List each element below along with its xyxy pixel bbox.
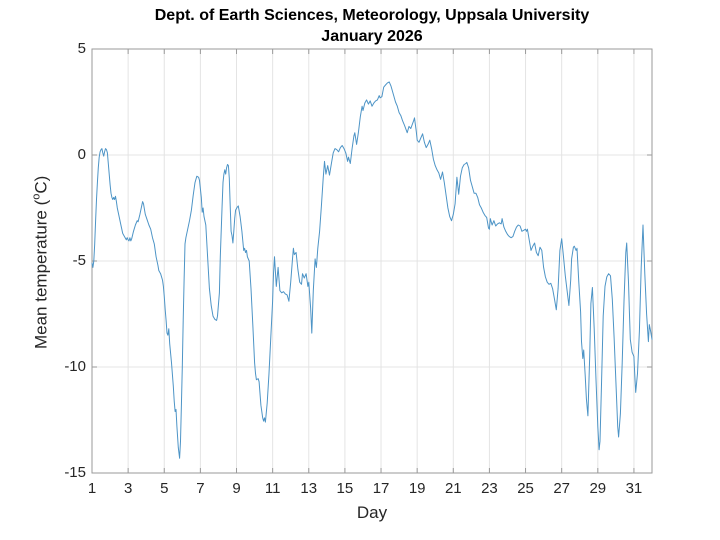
y-axis-label: Mean temperature (oC) bbox=[31, 82, 52, 442]
y-tick-label: 5 bbox=[77, 40, 86, 57]
temperature-series-line bbox=[91, 81, 653, 459]
y-tick-label: 0 bbox=[77, 146, 86, 163]
x-tick-label: 3 bbox=[123, 480, 133, 497]
y-tick-label: -10 bbox=[64, 358, 86, 375]
x-tick-label: 19 bbox=[408, 480, 426, 497]
x-tick-label: 7 bbox=[196, 480, 205, 497]
x-tick-label: 9 bbox=[232, 480, 241, 497]
y-axis-label-superscript: o bbox=[30, 193, 43, 200]
x-tick-label: 29 bbox=[589, 480, 607, 497]
x-tick-label: 21 bbox=[444, 480, 462, 497]
x-tick-label: 25 bbox=[517, 480, 534, 497]
y-tick-label: -5 bbox=[72, 252, 86, 269]
x-tick-label: 23 bbox=[481, 480, 498, 497]
x-tick-label: 11 bbox=[264, 480, 281, 497]
x-tick-label: 31 bbox=[625, 480, 643, 497]
x-tick-label: 15 bbox=[336, 480, 354, 497]
y-tick-label: -15 bbox=[64, 464, 86, 481]
y-axis-label-suffix: C) bbox=[31, 175, 51, 194]
x-tick-label: 5 bbox=[160, 480, 169, 497]
x-tick-label: 27 bbox=[553, 480, 571, 497]
x-tick-label: 17 bbox=[372, 480, 390, 497]
x-axis-label: Day bbox=[356, 503, 388, 522]
y-axis-label-text: Mean temperature ( bbox=[31, 199, 51, 350]
chart-title-line2: January 2026 bbox=[321, 28, 423, 45]
x-tick-label: 1 bbox=[87, 480, 97, 497]
chart-title-line1: Dept. of Earth Sciences, Meteorology, Up… bbox=[154, 7, 590, 24]
x-tick-label: 13 bbox=[300, 480, 318, 497]
